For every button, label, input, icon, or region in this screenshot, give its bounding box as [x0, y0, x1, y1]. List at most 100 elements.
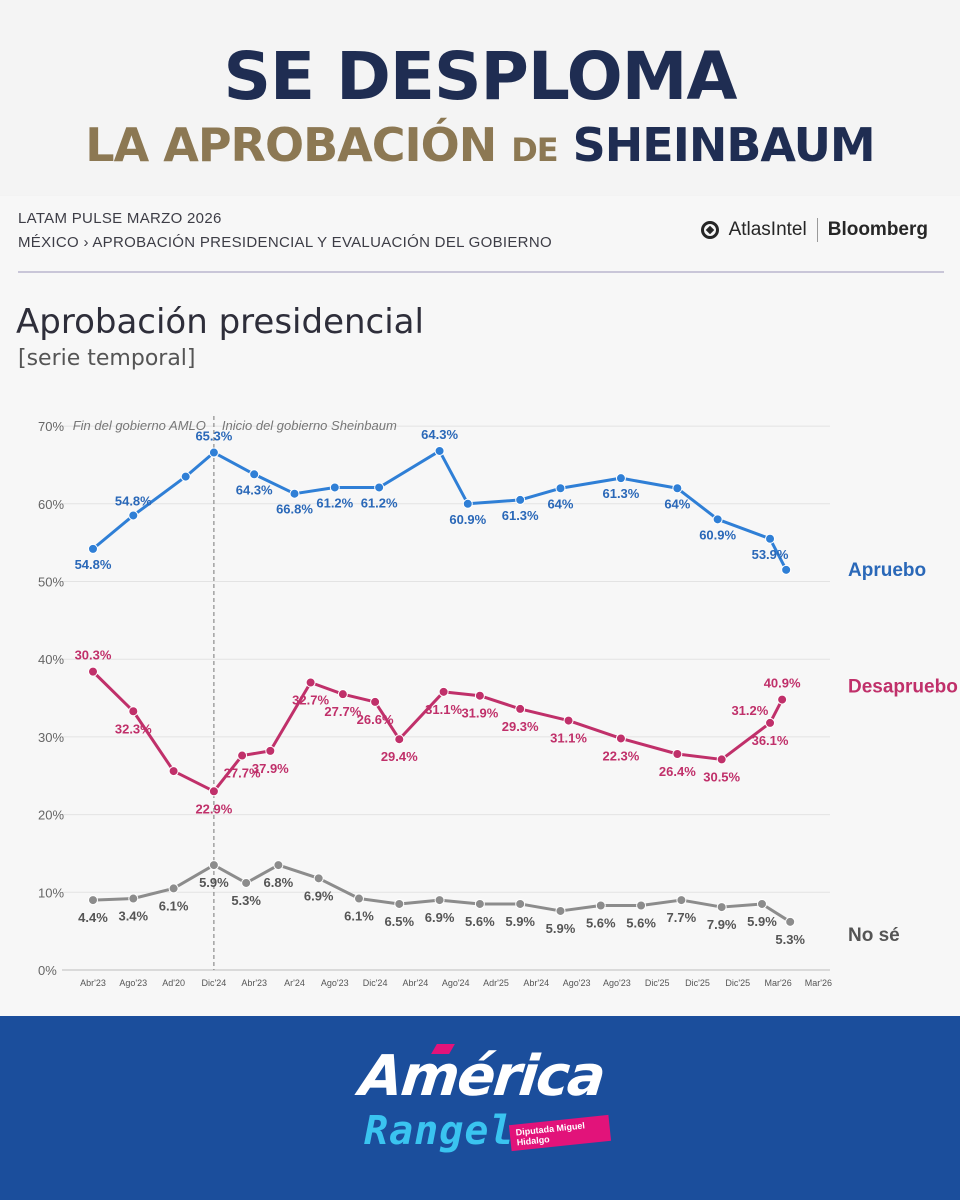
point-apruebo — [515, 494, 526, 505]
data-label-desapruebo: 22.3% — [602, 748, 639, 763]
data-label-nose: 6.8% — [264, 875, 294, 890]
data-label-desapruebo: 32.7% — [292, 693, 329, 708]
x-tick-label: Abr'23 — [241, 978, 267, 988]
point-apruebo — [329, 482, 340, 493]
data-label-desapruebo: 26.6% — [357, 712, 394, 727]
point-apruebo — [462, 498, 473, 509]
data-label-apruebo: 53.9% — [752, 547, 789, 562]
data-label-desapruebo: 30.5% — [703, 769, 740, 784]
point-apruebo — [180, 471, 191, 482]
point-desapruebo — [615, 733, 626, 744]
point-desapruebo — [88, 666, 98, 677]
data-label-nose: 5.9% — [199, 875, 229, 890]
partner-logos: AtlasIntel Bloomberg — [700, 218, 928, 242]
x-tick-label: Ar'24 — [284, 978, 305, 988]
data-label-apruebo: 61.2% — [316, 495, 353, 510]
data-label-apruebo: 60.9% — [699, 527, 736, 542]
data-label-desapruebo: 27.7% — [324, 704, 361, 719]
data-label-desapruebo: 26.4% — [659, 764, 696, 779]
x-tick-label: Dic'25 — [725, 978, 750, 988]
brand-tagline: Diputada Miguel Hidalgo — [508, 1114, 612, 1152]
survey-breadcrumb: MÉXICO › APROBACIÓN PRESIDENCIAL Y EVALU… — [18, 234, 552, 251]
point-apruebo — [88, 543, 98, 554]
x-tick-label: Ad'20 — [162, 978, 185, 988]
data-label-desapruebo: 31.2% — [731, 703, 768, 718]
headline-header: SE DESPLOMA LA APROBACIÓN DE SHEINBAUM — [0, 0, 960, 195]
y-tick-label: 0% — [38, 963, 57, 978]
y-tick-label: 10% — [38, 885, 64, 900]
data-label-desapruebo: 36.1% — [752, 733, 789, 748]
data-label-desapruebo: 31.9% — [461, 706, 498, 721]
point-desapruebo — [672, 748, 683, 759]
point-apruebo — [128, 510, 139, 521]
brand-name-line-2: Rangel — [364, 1108, 515, 1154]
data-label-apruebo: 61.2% — [361, 495, 398, 510]
data-label-desapruebo: 40.9% — [764, 676, 801, 691]
data-label-desapruebo: 31.1% — [550, 731, 587, 746]
point-desapruebo — [438, 686, 449, 697]
point-apruebo — [249, 469, 260, 480]
point-nose — [88, 895, 98, 906]
point-desapruebo — [265, 745, 276, 756]
header-divider — [18, 271, 944, 273]
data-label-apruebo: 64.3% — [236, 482, 273, 497]
data-label-nose: 7.7% — [667, 910, 697, 925]
point-desapruebo — [337, 689, 348, 700]
data-label-nose: 5.9% — [505, 914, 535, 929]
point-desapruebo — [305, 677, 316, 688]
data-label-nose: 5.6% — [626, 916, 656, 931]
data-label-nose: 5.3% — [775, 932, 805, 947]
point-nose — [241, 877, 252, 888]
data-label-nose: 6.1% — [344, 909, 374, 924]
x-tick-label: Ago'24 — [442, 978, 470, 988]
point-desapruebo — [563, 715, 574, 726]
series-label-desapruebo: Desapruebo — [848, 676, 958, 697]
point-nose — [756, 898, 767, 909]
data-label-nose: 6.5% — [384, 914, 414, 929]
data-label-nose: 6.9% — [304, 888, 334, 903]
data-label-nose: 6.9% — [425, 910, 455, 925]
point-nose — [273, 860, 284, 871]
point-nose — [676, 895, 687, 906]
point-apruebo — [289, 488, 300, 499]
series-label-apruebo: Apruebo — [848, 560, 926, 581]
x-tick-label: Ago'23 — [603, 978, 631, 988]
point-nose — [785, 916, 796, 927]
point-apruebo — [765, 533, 776, 544]
y-tick-label: 40% — [38, 652, 64, 667]
data-label-apruebo: 54.8% — [75, 557, 112, 572]
point-apruebo — [555, 483, 566, 494]
headline-line-2: LA APROBACIÓN DE SHEINBAUM — [0, 118, 960, 172]
data-label-nose: 4.4% — [78, 910, 108, 925]
data-label-desapruebo: 22.9% — [195, 801, 232, 816]
point-nose — [394, 898, 405, 909]
data-label-apruebo: 60.9% — [449, 512, 486, 527]
point-apruebo — [712, 514, 723, 525]
point-desapruebo — [237, 750, 248, 761]
point-desapruebo — [777, 694, 788, 705]
data-label-desapruebo: 32.3% — [115, 721, 152, 736]
data-label-apruebo: 64% — [547, 496, 573, 511]
point-desapruebo — [394, 734, 405, 745]
point-apruebo — [781, 564, 792, 575]
data-label-apruebo: 64.3% — [421, 427, 458, 442]
data-label-apruebo: 61.3% — [602, 486, 639, 501]
x-tick-label: Mar'26 — [805, 978, 832, 988]
annotation-amlo-end: Fin del gobierno AMLO — [73, 418, 206, 433]
data-label-apruebo: 54.8% — [115, 493, 152, 508]
bloomberg-logo: Bloomberg — [827, 219, 928, 240]
data-label-nose: 5.9% — [546, 921, 576, 936]
x-tick-label: Dic'25 — [645, 978, 670, 988]
y-tick-label: 70% — [38, 419, 64, 434]
headline-part-c: SHEINBAUM — [572, 118, 876, 172]
data-label-apruebo: 65.3% — [195, 429, 232, 444]
point-nose — [128, 893, 139, 904]
data-label-desapruebo: 31.1% — [425, 702, 462, 717]
point-desapruebo — [168, 766, 179, 777]
data-label-nose: 7.9% — [707, 917, 737, 932]
data-label-nose: 5.9% — [747, 914, 777, 929]
x-tick-label: Adr'25 — [483, 978, 509, 988]
x-tick-label: Ago'23 — [563, 978, 591, 988]
point-apruebo — [208, 447, 219, 458]
point-apruebo — [434, 445, 445, 456]
